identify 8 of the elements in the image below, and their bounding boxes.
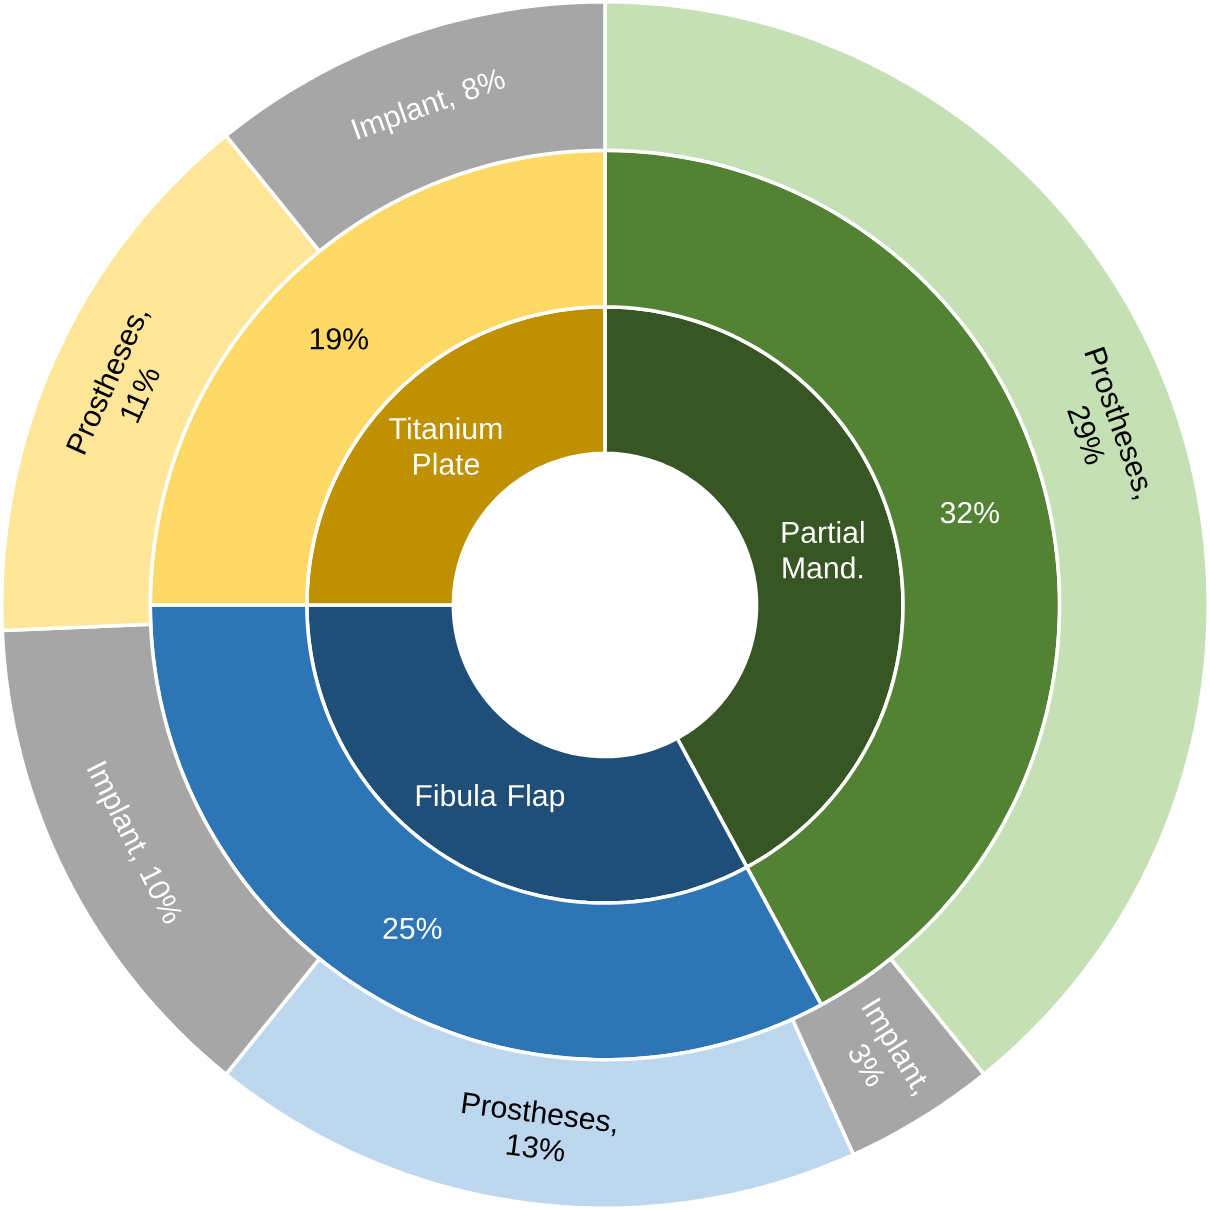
data-label: 19% — [310, 328, 368, 350]
slice-label: Fibula Flap — [416, 784, 565, 813]
data-label: 25% — [383, 917, 442, 939]
data-label: Implant, 8% — [351, 68, 505, 140]
data-label: Prostheses, 13% — [462, 1092, 616, 1162]
slice-label: Titanium Plate — [389, 417, 502, 475]
data-label: 32% — [940, 501, 999, 524]
slice-label: Partial Mand. — [782, 520, 864, 579]
